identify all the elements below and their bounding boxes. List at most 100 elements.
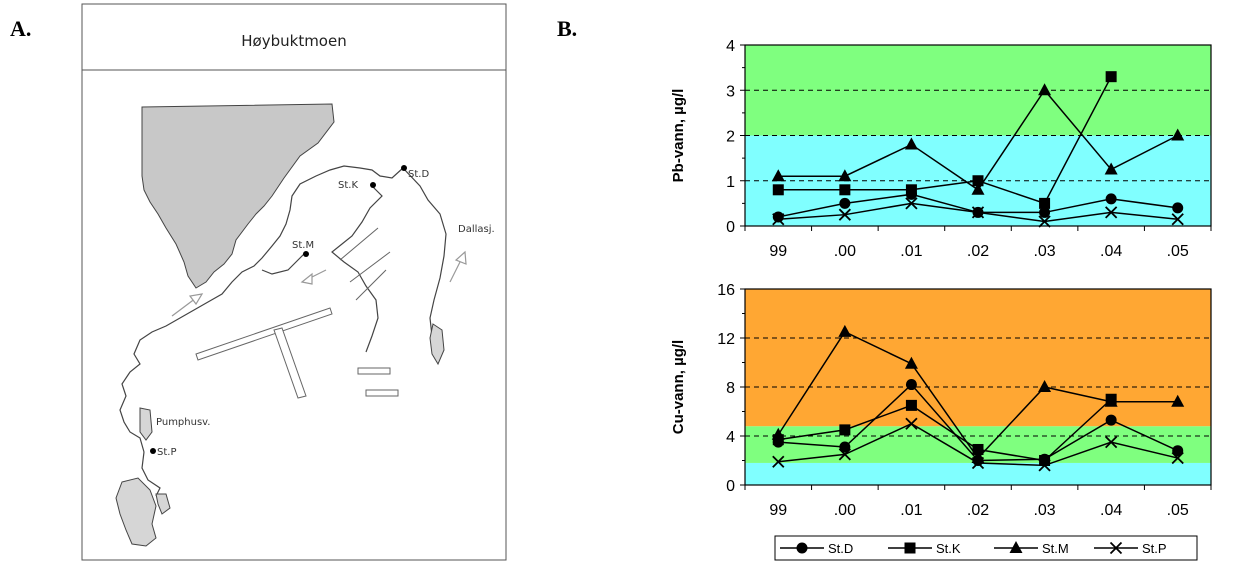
point-St.M-99 <box>771 169 785 182</box>
legend-item-St.K: St.K <box>888 541 961 556</box>
station-k-dot <box>370 182 376 188</box>
x-tick-label-1: .00 <box>834 243 856 260</box>
point-St.D-.00 <box>839 197 851 209</box>
point-St.K-99 <box>772 184 784 196</box>
station-p-dot <box>150 448 156 454</box>
legend-item-St.M: St.M <box>994 541 1069 556</box>
y-tick-label-3: 3 <box>726 83 735 100</box>
legend-marker-St.P <box>1109 541 1123 555</box>
point-St.K-.00 <box>839 184 851 196</box>
pb-chart: 0 1 2 3 4 99 .00 .01 .02 .03 .04 .05 Pb-vann, µg/l <box>670 38 1212 260</box>
map-panel: Høybuktmoen <box>81 3 507 561</box>
point-St.M-.03 <box>1038 380 1052 392</box>
y-tick-label-3: 12 <box>717 331 735 348</box>
legend-label-St.K: St.K <box>936 541 961 556</box>
south-lake <box>115 477 157 547</box>
south-pond <box>155 493 171 515</box>
band-2 <box>745 289 1211 427</box>
y-tick-label-0: 0 <box>726 478 735 495</box>
point-St.P-.04 <box>1105 435 1118 449</box>
x-tick-label-3: .02 <box>967 243 989 260</box>
band-0 <box>745 462 1211 485</box>
panel-b-label: B. <box>557 16 578 41</box>
x-tick-label-2: .01 <box>900 243 922 260</box>
point-St.K-.00 <box>839 424 851 436</box>
legend-marker-St.D <box>796 542 808 554</box>
point-St.P-.03 <box>1038 215 1051 228</box>
point-St.K-.02 <box>972 175 984 187</box>
y-tick-label-2: 8 <box>726 380 735 397</box>
point-St.D-.05 <box>1172 202 1184 214</box>
point-St.P-.00 <box>838 208 851 221</box>
panel-a-label: A. <box>10 16 32 41</box>
y-tick-label-1: 4 <box>726 429 735 446</box>
airfield-paths <box>339 227 391 301</box>
series-St.P <box>772 197 1184 228</box>
point-St.M-.05 <box>1171 394 1185 407</box>
map-title: Høybuktmoen <box>241 32 346 50</box>
river-lines <box>119 165 447 497</box>
series-line-St.K <box>778 76 1112 205</box>
legend-label-St.P: St.P <box>1142 541 1167 556</box>
point-St.M-.04 <box>1104 394 1118 407</box>
legend-item-St.D: St.D <box>780 541 853 556</box>
airfield-runways <box>195 307 399 399</box>
point-St.P-99 <box>772 213 785 226</box>
point-St.D-.04 <box>1105 414 1117 426</box>
point-St.D-.05 <box>1172 445 1184 457</box>
legend-item-St.P: St.P <box>1094 541 1167 556</box>
series-St.M <box>771 83 1185 195</box>
point-St.M-.01 <box>904 137 918 150</box>
lake-shape <box>141 103 335 289</box>
point-St.K-.01 <box>905 399 917 411</box>
station-m-label: St.M <box>292 240 314 251</box>
point-St.M-.03 <box>1038 83 1052 96</box>
y-tick-label-4: 16 <box>717 282 735 299</box>
y-tick-label-1: 1 <box>726 174 735 191</box>
point-St.P-.02 <box>971 206 985 219</box>
cu-chart: 0 4 8 12 16 99 .00 .01 .02 .03 .04 .05 Cu-vann, µg/l <box>670 282 1212 519</box>
series-line-St.K <box>778 398 1112 462</box>
flow-arrows <box>171 250 467 317</box>
pumphusv-label: Pumphusv. <box>156 417 211 428</box>
point-St.M-.02 <box>971 182 985 195</box>
small-lake-dallasj <box>429 323 445 366</box>
x-tick-label-6: .05 <box>1167 243 1189 260</box>
point-St.P-.00 <box>838 448 851 461</box>
point-St.M-99 <box>771 427 785 440</box>
legend-label-St.D: St.D <box>828 541 853 556</box>
point-St.P-.05 <box>1171 451 1184 465</box>
y-tick-label-2: 2 <box>726 129 735 146</box>
point-St.D-.00 <box>839 441 851 453</box>
x-tick-label-4: .03 <box>1033 243 1055 260</box>
point-St.D-.04 <box>1105 193 1117 205</box>
point-St.M-.04 <box>1104 162 1118 175</box>
point-St.P-99 <box>772 455 785 468</box>
x-tick-label-0: 99 <box>769 502 787 519</box>
point-St.M-.00 <box>838 169 852 182</box>
y-tick-label-4: 4 <box>726 38 735 55</box>
small-lake-pumphusv <box>139 407 153 441</box>
point-St.P-.05 <box>1171 213 1184 226</box>
point-St.K-.01 <box>905 184 917 196</box>
chart-legend: St.D St.K St.M St.P <box>774 535 1198 561</box>
point-St.P-.01 <box>905 197 918 210</box>
legend-label-St.M: St.M <box>1042 541 1069 556</box>
series-St.K <box>772 71 1117 209</box>
point-St.P-.04 <box>1105 206 1118 219</box>
point-St.K-.03 <box>1039 455 1051 466</box>
point-St.P-.03 <box>1038 459 1051 472</box>
point-St.D-.01 <box>905 379 917 391</box>
y-axis-label: Cu-vann, µg/l <box>670 340 687 434</box>
point-St.M-.00 <box>838 324 852 337</box>
point-St.K-.02 <box>972 443 984 455</box>
legend-marker-St.K <box>904 542 916 554</box>
point-St.K-.04 <box>1105 71 1117 83</box>
point-St.P-.01 <box>905 417 918 430</box>
series-St.P <box>772 417 1184 472</box>
y-tick-label-0: 0 <box>726 219 735 236</box>
x-tick-label-5: .04 <box>1100 243 1122 260</box>
x-tick-label-1: .00 <box>834 502 856 519</box>
x-tick-label-3: .02 <box>967 502 989 519</box>
